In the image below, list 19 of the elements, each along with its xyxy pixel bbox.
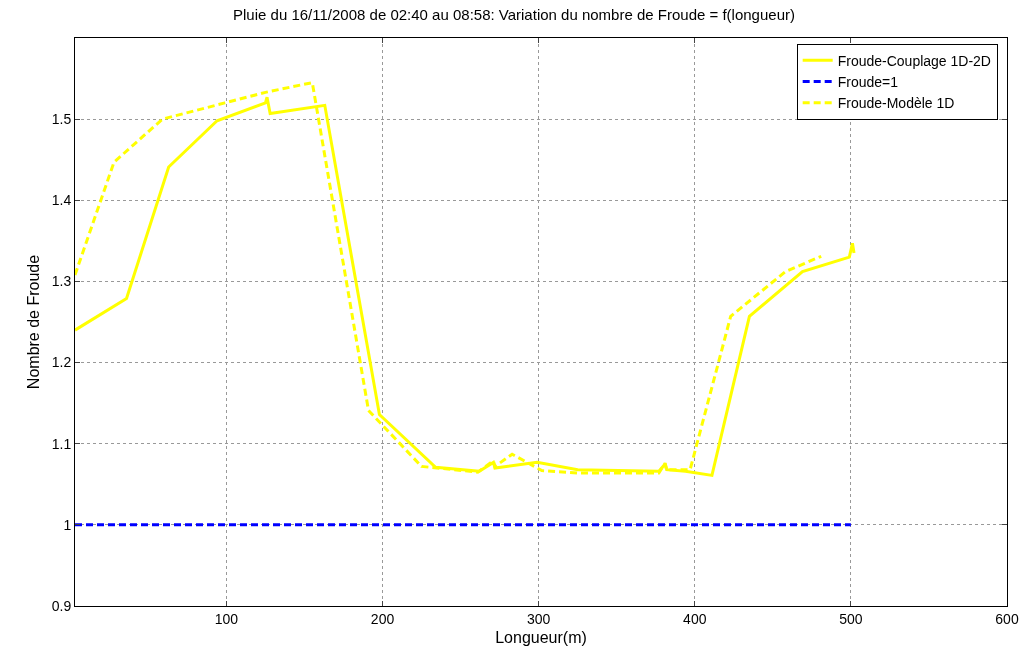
- x-tick-label: 100: [214, 610, 239, 627]
- y-tick-label: 1: [63, 516, 72, 533]
- y-axis-title: Nombre de Froude: [24, 254, 42, 390]
- x-tick-label: 200: [370, 610, 395, 627]
- y-tick-label: 1.4: [51, 192, 72, 209]
- legend-label: Froude-Modèle 1D: [837, 95, 955, 112]
- legend-label: Froude=1: [837, 73, 899, 90]
- legend-label: Froude-Couplage 1D-2D: [837, 52, 991, 69]
- x-tick-label: 300: [526, 610, 551, 627]
- chart-title: Pluie du 16/11/2008 de 02:40 au 08:58: Variation du nombre de Froude = f(longueur): [233, 6, 795, 24]
- x-tick-label: 600: [995, 610, 1019, 627]
- x-tick-label: 500: [839, 610, 863, 627]
- x-tick-label: 400: [683, 610, 707, 627]
- y-tick-label: 1.5: [51, 111, 72, 128]
- x-axis-title: Longueur(m): [495, 629, 587, 647]
- y-tick-label: 1.3: [51, 273, 72, 290]
- y-tick-label: 1.1: [51, 435, 72, 452]
- y-tick-label: 1.2: [51, 354, 72, 371]
- y-tick-label: 0.9: [51, 597, 72, 614]
